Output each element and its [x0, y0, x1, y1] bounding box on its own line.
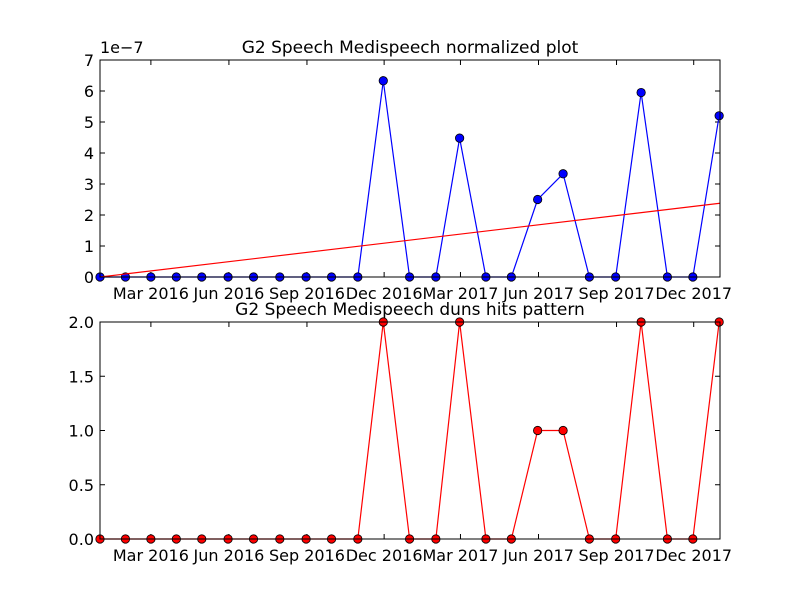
x-tick-label: Sep 2016	[269, 546, 345, 565]
x-tick-label: Sep 2016	[269, 284, 345, 303]
data-point	[455, 133, 465, 143]
y-tick-label: 5	[84, 113, 94, 132]
x-tick-label: Dec 2016	[346, 546, 423, 565]
data-point	[714, 111, 724, 121]
y-tick-label: 0	[84, 268, 94, 287]
x-ticks: Mar 2016 Jun 2016 Sep 2016 Dec 2016 Mar 2017…	[113, 60, 732, 303]
y-tick-label: 7	[84, 51, 94, 70]
x-tick-label: Dec 2017	[655, 284, 732, 303]
x-tick-label: Jun 2016	[193, 546, 265, 565]
x-tick-label: Dec 2017	[655, 546, 732, 565]
data-point	[378, 76, 388, 86]
y-tick-label: 1.0	[69, 422, 94, 441]
x-tick-label: Mar 2017	[422, 546, 498, 565]
y-ticks: 0.0 0.5 1.0 1.5 2.0	[69, 313, 720, 549]
x-tick-label: Mar 2017	[422, 284, 498, 303]
y-tick-label: 3	[84, 175, 94, 194]
data-point	[558, 425, 568, 436]
x-ticks: Mar 2016 Jun 2016 Sep 2016 Dec 2016 Mar 2017…	[113, 322, 732, 565]
axes-frame	[99, 321, 721, 540]
x-tick-label: Mar 2016	[113, 284, 189, 303]
y-offset-label: 1e−7	[100, 38, 144, 57]
chart-title: G2 Speech Medispeech normalized plot	[242, 38, 579, 58]
trend-line	[100, 202, 720, 278]
x-tick-label: Sep 2017	[579, 284, 655, 303]
y-tick-label: 6	[84, 82, 94, 101]
chart-title: G2 Speech Medispeech duns hits pattern	[235, 300, 585, 320]
y-tick-label: 0.5	[69, 476, 94, 495]
x-tick-label: Mar 2016	[113, 546, 189, 565]
y-tick-label: 0.0	[69, 530, 94, 549]
y-tick-label: 2	[84, 206, 94, 225]
data-point	[558, 169, 568, 179]
y-tick-label: 1	[84, 237, 94, 256]
x-tick-label: Sep 2017	[579, 546, 655, 565]
axes-frame	[99, 59, 721, 278]
x-tick-label: Jun 2016	[193, 284, 265, 303]
x-tick-label: Jun 2017	[502, 546, 574, 565]
duns-hits-chart: G2 Speech Medispeech duns hits pattern 0…	[69, 300, 733, 565]
x-tick-label: Jun 2017	[502, 284, 574, 303]
x-tick-label: Dec 2016	[346, 284, 423, 303]
y-tick-label: 2.0	[69, 313, 94, 332]
y-tick-label: 1.5	[69, 367, 94, 386]
data-point	[533, 425, 543, 436]
data-point	[636, 87, 646, 98]
normalized-plot-chart: G2 Speech Medispeech normalized plot 1e−…	[84, 38, 732, 303]
data-point	[533, 194, 543, 205]
y-tick-label: 4	[84, 144, 94, 163]
